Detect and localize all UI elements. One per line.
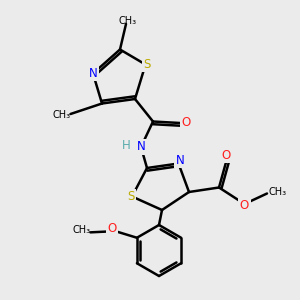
- Text: CH₃: CH₃: [72, 225, 91, 235]
- Text: O: O: [240, 199, 249, 212]
- Text: N: N: [88, 67, 98, 80]
- Text: O: O: [182, 116, 190, 130]
- Text: O: O: [107, 222, 116, 235]
- Text: H: H: [122, 139, 130, 152]
- Text: CH₃: CH₃: [52, 110, 70, 121]
- Text: CH₃: CH₃: [118, 16, 136, 26]
- Text: CH₃: CH₃: [268, 187, 286, 197]
- Text: N: N: [176, 154, 184, 167]
- Text: N: N: [136, 140, 146, 154]
- Text: O: O: [222, 148, 231, 162]
- Text: S: S: [127, 190, 134, 203]
- Text: S: S: [143, 58, 151, 71]
